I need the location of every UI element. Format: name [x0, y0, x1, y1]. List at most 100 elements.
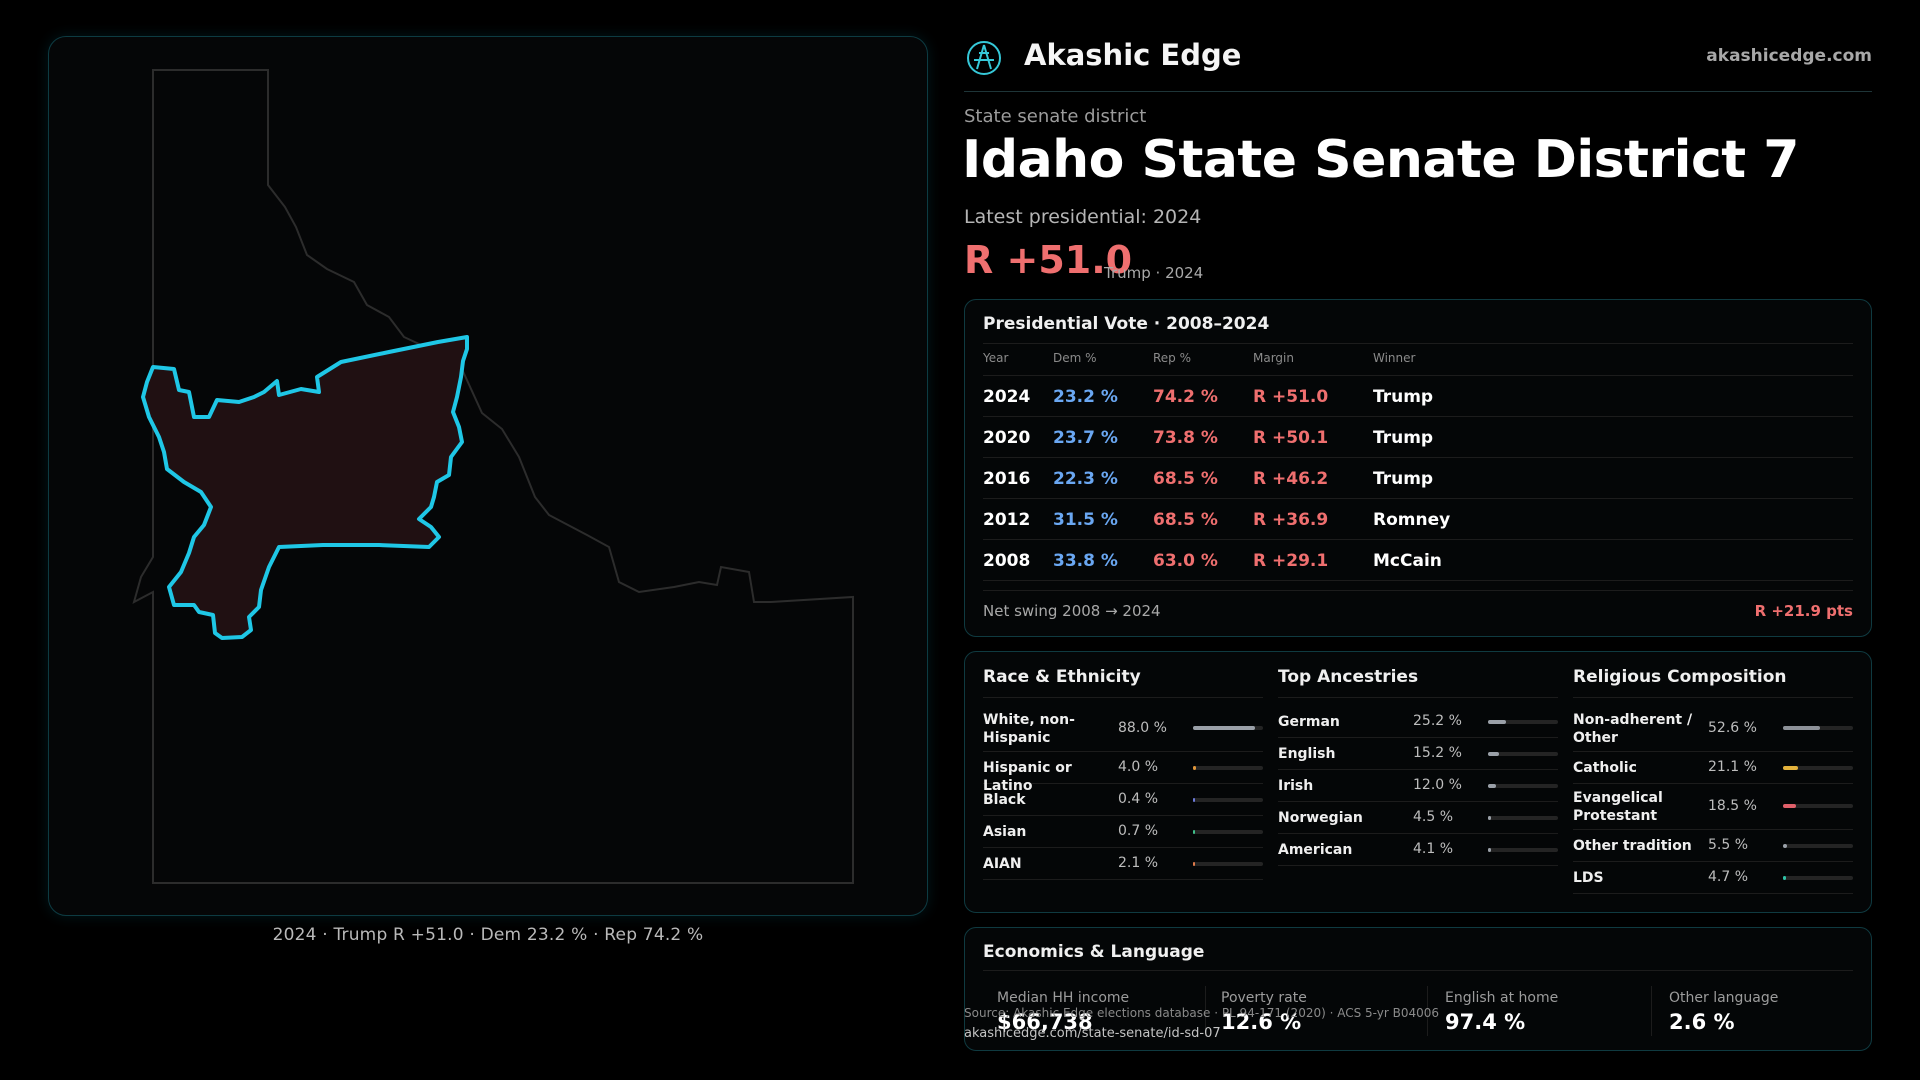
religion-bar	[1783, 726, 1853, 730]
akashic-edge-logo-icon[interactable]	[966, 40, 1002, 76]
religion-bar-fill	[1783, 804, 1796, 808]
header: Akashic Edge akashicedge.com	[964, 36, 1872, 92]
ancestry-title: Top Ancestries	[1278, 667, 1419, 687]
row-dem: 23.7 %	[1053, 428, 1118, 448]
religion-label: Non-adherent / Other	[1573, 712, 1693, 746]
table-row[interactable]: 2016 22.3 % 68.5 % R +46.2 Trump	[983, 457, 1853, 498]
metric-value: $66,738	[997, 1010, 1093, 1034]
race-row: Black 0.4 %	[983, 784, 1263, 816]
ancestry-label: German	[1278, 714, 1340, 730]
ancestry-bar-fill	[1488, 752, 1499, 756]
religion-value: 52.6 %	[1708, 720, 1757, 736]
ancestry-bar-fill	[1488, 720, 1506, 724]
header-dem: Dem %	[1053, 351, 1097, 365]
religion-value: 18.5 %	[1708, 798, 1757, 814]
race-bar	[1193, 862, 1263, 866]
religion-label: Catholic	[1573, 760, 1637, 776]
race-label: White, non-Hispanic	[983, 712, 1075, 746]
ancestry-row: American 4.1 %	[1278, 834, 1558, 866]
ancestry-bar	[1488, 816, 1558, 820]
religion-row: Non-adherent / Other 52.6 %	[1573, 706, 1853, 752]
headline-margin: R +51.0	[964, 238, 1133, 282]
race-column: Race & Ethnicity White, non-Hispanic 88.…	[983, 652, 1263, 914]
divider	[1278, 697, 1558, 698]
row-year: 2012	[983, 510, 1031, 530]
table-row[interactable]: 2008 33.8 % 63.0 % R +29.1 McCain	[983, 539, 1853, 580]
row-rep: 73.8 %	[1153, 428, 1218, 448]
race-label: Asian	[983, 824, 1027, 840]
divider	[983, 343, 1853, 344]
metric-label: Poverty rate	[1221, 990, 1307, 1006]
row-year: 2020	[983, 428, 1031, 448]
header-margin: Margin	[1253, 351, 1294, 365]
ancestry-bar-fill	[1488, 816, 1492, 820]
ancestry-column: Top Ancestries German 25.2 % English 15.…	[1278, 652, 1558, 914]
row-year: 2016	[983, 469, 1031, 489]
metric-english-at-home: English at home 97.4 %	[1445, 990, 1665, 1034]
race-row: White, non-Hispanic 88.0 %	[983, 706, 1263, 752]
ancestry-value: 12.0 %	[1413, 777, 1462, 793]
race-value: 2.1 %	[1118, 855, 1159, 871]
table-row[interactable]: 2020 23.7 % 73.8 % R +50.1 Trump	[983, 416, 1853, 457]
row-margin: R +46.2	[1253, 469, 1329, 489]
district-7-shape[interactable]	[141, 335, 469, 640]
site-link[interactable]: akashicedge.com	[1706, 46, 1872, 66]
race-title: Race & Ethnicity	[983, 667, 1141, 687]
religion-bar	[1783, 766, 1853, 770]
divider	[1651, 986, 1652, 1036]
race-bar-fill	[1193, 766, 1196, 770]
religion-bar	[1783, 804, 1853, 808]
net-swing-label: Net swing 2008 → 2024	[983, 602, 1161, 620]
ancestry-value: 15.2 %	[1413, 745, 1462, 761]
religion-row: LDS 4.7 %	[1573, 862, 1853, 894]
race-bar	[1193, 766, 1263, 770]
ancestry-row: English 15.2 %	[1278, 738, 1558, 770]
metric-label: Median HH income	[997, 990, 1130, 1006]
row-margin: R +29.1	[1253, 551, 1329, 571]
state-outline	[132, 69, 854, 884]
race-bar-fill	[1193, 862, 1195, 866]
ancestry-bar-fill	[1488, 784, 1497, 788]
metric-median-income: Median HH income $66,738	[997, 990, 1217, 1034]
metric-poverty-rate: Poverty rate 12.6 %	[1221, 990, 1441, 1034]
metric-value: 12.6 %	[1221, 1010, 1302, 1034]
row-dem: 23.2 %	[1053, 387, 1118, 407]
row-dem: 22.3 %	[1053, 469, 1118, 489]
religion-title: Religious Composition	[1573, 667, 1787, 687]
metric-other-language: Other language 2.6 %	[1669, 990, 1889, 1034]
table-row[interactable]: 2012 31.5 % 68.5 % R +36.9 Romney	[983, 498, 1853, 539]
religion-bar-fill	[1783, 876, 1787, 880]
source-url[interactable]: akashicedge.com/state-senate/id-sd-07	[964, 1026, 1221, 1041]
row-dem: 31.5 %	[1053, 510, 1118, 530]
district-map[interactable]	[49, 37, 929, 917]
religion-row: Catholic 21.1 %	[1573, 752, 1853, 784]
map-panel[interactable]	[48, 36, 928, 916]
metric-value: 2.6 %	[1669, 1010, 1735, 1034]
religion-column: Religious Composition Non-adherent / Oth…	[1573, 652, 1853, 914]
race-label: Black	[983, 792, 1026, 808]
religion-label: Evangelical Protestant	[1573, 790, 1663, 824]
row-winner: McCain	[1373, 551, 1442, 571]
race-bar	[1193, 798, 1263, 802]
ancestry-label: Norwegian	[1278, 810, 1363, 826]
table-row[interactable]: 2024 23.2 % 74.2 % R +51.0 Trump	[983, 375, 1853, 416]
divider	[983, 697, 1263, 698]
race-value: 4.0 %	[1118, 759, 1159, 775]
religion-bar-fill	[1783, 726, 1820, 730]
religion-row: Evangelical Protestant 18.5 %	[1573, 784, 1853, 830]
metric-value: 97.4 %	[1445, 1010, 1526, 1034]
divider	[983, 590, 1853, 591]
religion-bar-fill	[1783, 766, 1798, 770]
ancestry-value: 4.5 %	[1413, 809, 1454, 825]
race-value: 0.7 %	[1118, 823, 1159, 839]
religion-row: Other tradition 5.5 %	[1573, 830, 1853, 862]
headline-margin-sub: Trump · 2024	[1104, 264, 1204, 282]
religion-value: 4.7 %	[1708, 869, 1749, 885]
religion-label: LDS	[1573, 870, 1604, 886]
race-row: Hispanic or Latino 4.0 %	[983, 752, 1263, 794]
presidential-vote-card: Presidential Vote · 2008–2024 Year Dem %…	[964, 299, 1872, 637]
presidential-title: Presidential Vote · 2008–2024	[983, 314, 1270, 334]
metric-label: English at home	[1445, 990, 1559, 1006]
ancestry-label: English	[1278, 746, 1336, 762]
race-bar-fill	[1193, 830, 1195, 834]
